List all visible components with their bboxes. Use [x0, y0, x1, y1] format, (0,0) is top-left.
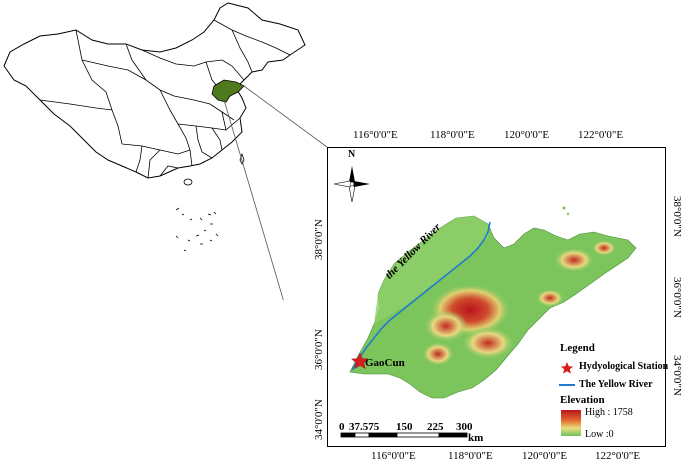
north-arrow-icon: [333, 166, 370, 203]
lon-bottom-118: 118°0'0"E: [448, 450, 493, 462]
leader-line-top: [243, 85, 328, 148]
scale-tick-1: 37.575: [349, 421, 380, 433]
leader-line-bottom: [223, 99, 284, 300]
lon-bottom-116: 116°0'0"E: [371, 450, 416, 462]
lat-right-34: 34°0'0"N: [671, 355, 683, 396]
legend-elevation-ramp: [561, 410, 581, 436]
lon-top-116: 116°0'0"E: [353, 129, 398, 141]
legend-station-text: Hydyological Station: [579, 361, 669, 372]
scale-bar-graphic: [340, 432, 468, 438]
legend-elevation-title: Elevation: [560, 394, 605, 406]
lon-top-120: 120°0'0"E: [504, 129, 550, 141]
scale-tick-2: 150: [396, 421, 413, 433]
legend-high-label: High : 1758: [585, 407, 633, 418]
lon-top-122: 122°0'0"E: [578, 129, 624, 141]
lon-bottom-122: 122°0'0"E: [595, 450, 641, 462]
legend-river-text: The Yellow River: [579, 379, 653, 390]
lon-bottom-120: 120°0'0"E: [522, 450, 568, 462]
study-area-map-frame: N the Yellow River GaoCun Legend Hydyolo…: [327, 147, 669, 447]
lat-left-34: 34°0'0"N: [313, 399, 325, 440]
lon-top-118: 118°0'0"E: [430, 129, 475, 141]
lat-left-36: 36°0'0"N: [313, 329, 325, 370]
china-outline: [3, 2, 306, 179]
legend-title: Legend: [560, 342, 595, 354]
scale-unit: km: [468, 432, 484, 444]
shandong-highlight: [211, 79, 245, 103]
lat-right-38: 38°0'0"N: [671, 196, 683, 237]
yellow-river-line: [351, 221, 491, 371]
legend-station-star-icon: [560, 362, 574, 374]
gaocun-station-star: [351, 352, 369, 370]
scale-tick-0: 0: [339, 421, 345, 433]
lat-left-38: 38°0'0"N: [313, 219, 325, 260]
gaocun-label: GaoCun: [365, 357, 405, 369]
legend-low-label: Low :0: [585, 429, 614, 440]
north-arrow-label: N: [348, 149, 356, 160]
scale-tick-4: 300: [456, 421, 473, 433]
scale-tick-3: 225: [427, 421, 444, 433]
shandong-elevation-map: [333, 166, 637, 438]
lat-right-36: 36°0'0"N: [671, 277, 683, 318]
china-overview-map: [3, 2, 328, 300]
